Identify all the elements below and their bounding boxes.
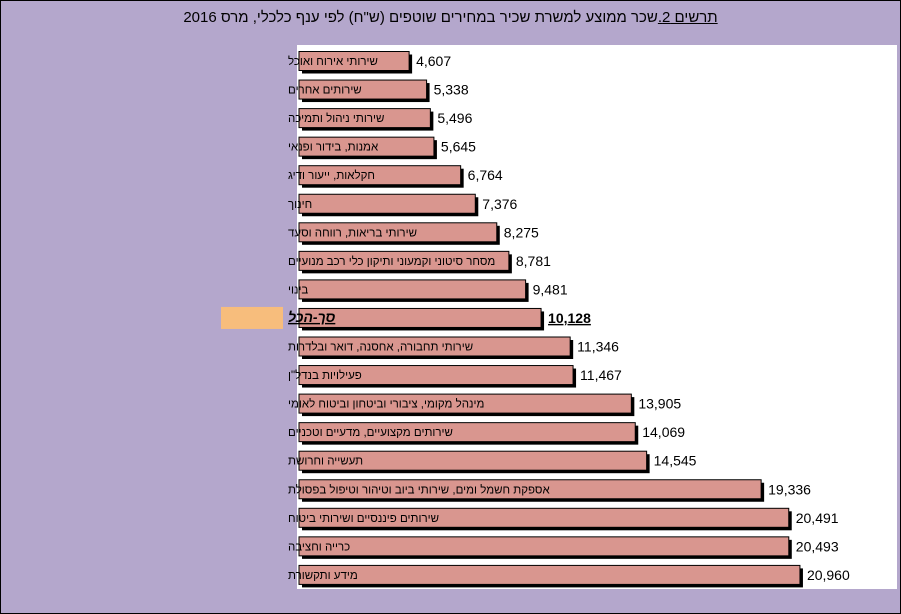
- value-label: 10,128: [548, 310, 591, 326]
- value-label: 20,491: [796, 510, 839, 526]
- value-label: 11,346: [577, 339, 619, 355]
- total-label-highlight: [221, 306, 283, 329]
- category-label: שירותי תחבורה, אחסנה, דואר ובלדרות: [288, 341, 473, 354]
- bar: [298, 136, 435, 157]
- value-label: 8,275: [504, 224, 539, 240]
- value-label: 5,338: [434, 82, 469, 98]
- value-label: 4,607: [416, 53, 451, 69]
- bar: [298, 564, 801, 585]
- category-label: שירותי אירוח ואוכל: [288, 55, 378, 68]
- value-label: 13,905: [638, 396, 681, 412]
- value-label: 11,467: [580, 367, 622, 383]
- value-label: 20,960: [807, 567, 850, 583]
- bar: [298, 393, 632, 414]
- category-label: תעשייה וחרושת: [288, 456, 363, 468]
- category-label: חקלאות, ייעור ודיג: [288, 169, 375, 182]
- category-label: אספקת חשמל ומים, שירותי ביוב וטיהור וטיפ…: [288, 483, 550, 496]
- value-label: 8,781: [516, 253, 551, 269]
- category-label: מסחר סיטוני וקמעוני ותיקון כלי רכב מנועי…: [288, 255, 495, 268]
- value-label: 20,493: [796, 538, 839, 554]
- value-label: 7,376: [482, 196, 517, 212]
- bar: [298, 51, 410, 71]
- bar: [298, 79, 428, 100]
- category-label: חינוך: [288, 199, 312, 211]
- category-label: פעילויות בנדל"ן: [288, 369, 362, 382]
- category-label: כרייה וחציבה: [288, 541, 350, 553]
- chart-title: תרשים 2.שכר ממוצע למשרת שכיר במחירים שוט…: [0, 9, 901, 26]
- value-label: 14,545: [654, 453, 697, 469]
- bar: [298, 108, 431, 129]
- bar: [298, 479, 762, 500]
- bar: [298, 193, 476, 214]
- category-label: מידע ותקשורת: [288, 570, 358, 582]
- bar: [298, 307, 542, 328]
- bar: [298, 450, 648, 471]
- category-label: מינהל מקומי, ציבורי וביטחון וביטוח לאומי: [288, 398, 484, 411]
- value-label: 5,496: [437, 110, 472, 126]
- chart-title-prefix: תרשים 2.: [657, 9, 718, 26]
- value-label: 19,336: [768, 481, 811, 497]
- bar: [298, 222, 498, 243]
- value-label: 6,764: [468, 167, 503, 183]
- bar: [298, 250, 510, 271]
- category-label: אמנות, בידור ופנאי: [288, 142, 379, 154]
- category-label: שירותי בריאות, רווחה וסעד: [288, 227, 417, 239]
- bar: [298, 507, 790, 528]
- value-label: 9,481: [533, 281, 568, 297]
- category-label: שירותי ניהול ותמיכה: [288, 112, 384, 125]
- value-label: 5,645: [441, 139, 476, 155]
- bar: [298, 365, 574, 386]
- value-label: 14,069: [642, 424, 685, 440]
- bar: [298, 422, 636, 443]
- bar: [298, 536, 790, 557]
- bar: [298, 336, 571, 357]
- chart-title-text: שכר ממוצע למשרת שכיר במחירים שוטפים (ש"ח…: [183, 9, 658, 26]
- category-label: שירותים מקצועיים, מדעיים וטכניים: [288, 427, 453, 439]
- category-label: שירותים אחרים: [288, 85, 362, 97]
- category-label: סך-הכל: [288, 309, 336, 325]
- category-label: שירותים פיננסיים ושירותי ביטוח: [288, 513, 439, 525]
- bar: [298, 165, 462, 186]
- category-label: בינוי: [288, 284, 308, 296]
- bar: [298, 279, 527, 300]
